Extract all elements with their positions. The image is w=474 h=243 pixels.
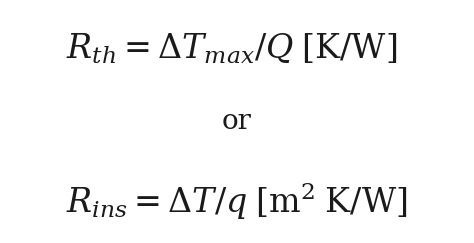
Text: $R_{ins} = \Delta T/q\; \mathrm{[m^{2}\; K/W]}$: $R_{ins} = \Delta T/q\; \mathrm{[m^{2}\;… — [66, 181, 408, 222]
Text: or: or — [222, 108, 252, 135]
Text: $R_{th} = \Delta T_{max}/Q\; \mathrm{[K/W]}$: $R_{th} = \Delta T_{max}/Q\; \mathrm{[K/… — [66, 31, 398, 66]
